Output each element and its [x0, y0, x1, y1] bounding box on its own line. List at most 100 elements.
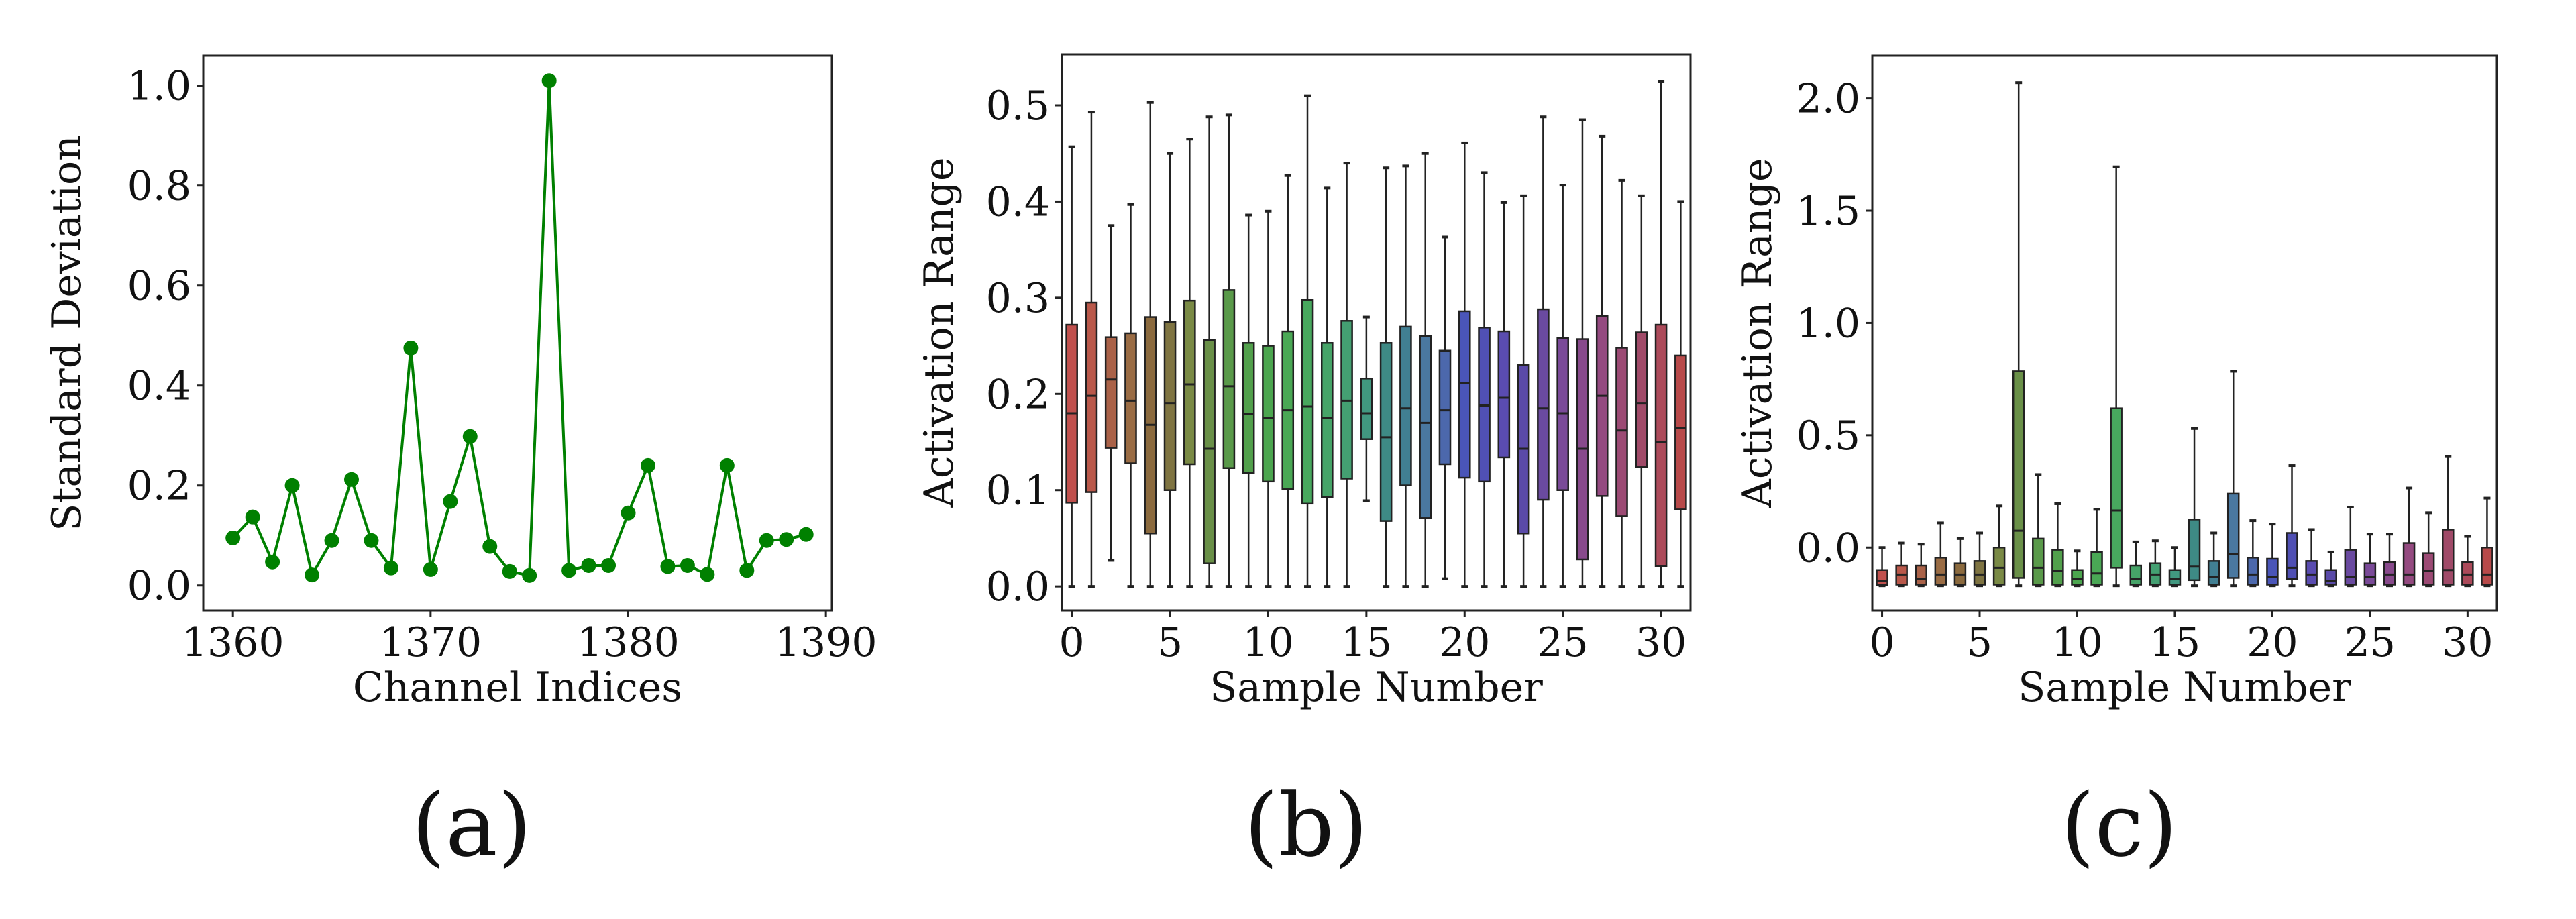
box-18	[1419, 152, 1432, 588]
x-tick-label: 5	[1157, 619, 1183, 666]
box-14	[2149, 539, 2162, 588]
data-point	[364, 533, 379, 548]
y-tick-label: 1.0	[1796, 300, 1860, 347]
y-axis-label: Standard Deviation	[44, 135, 91, 531]
box-21	[2286, 464, 2298, 588]
x-tick-label: 0	[1059, 619, 1085, 666]
data-point	[601, 557, 616, 573]
box-7	[2012, 81, 2025, 588]
box-5	[1973, 531, 1986, 588]
box-body	[1992, 547, 2006, 586]
box-body	[1458, 310, 1471, 479]
box-7	[1203, 115, 1216, 588]
box-body	[1438, 349, 1452, 466]
y-tick-label: 0.5	[1796, 413, 1860, 460]
box-body	[1222, 289, 1236, 469]
chart-b: 0 5 10 15 20 25 30 0.0 0.1 0.2 0.3 0.4 0.5 Sample Num…	[916, 53, 1692, 711]
box-1	[1085, 111, 1098, 588]
data-point	[225, 530, 241, 545]
box-23	[2324, 550, 2337, 588]
box-16	[1379, 166, 1393, 588]
x-tick-label: 10	[1242, 619, 1293, 666]
y-tick-label: 0.8	[127, 163, 191, 210]
chart-a: 1360 1370 1380 1390 0.0 0.2 0.4 0.6 0.8 1.0 Channe…	[44, 54, 877, 711]
box-29	[2442, 455, 2455, 588]
axes-frame	[1871, 54, 2498, 612]
data-point	[265, 554, 280, 570]
box-body	[2344, 549, 2357, 586]
x-tick-label: 5	[1967, 619, 1992, 666]
data-point	[719, 457, 735, 473]
box-2	[1915, 543, 1927, 588]
box-body	[1262, 345, 1275, 483]
box-body	[1124, 332, 1137, 464]
box-29	[1635, 194, 1648, 588]
box-body	[2226, 492, 2240, 579]
x-tick-label: 1370	[380, 619, 482, 666]
box-body	[2129, 564, 2143, 586]
box-0	[1876, 546, 1888, 588]
box-body	[2481, 547, 2493, 586]
box-11	[2090, 508, 2103, 588]
box-26	[1576, 118, 1589, 588]
y-tick-label: 0.0	[1796, 525, 1860, 572]
box-body	[2168, 569, 2182, 586]
box-body	[2442, 529, 2455, 586]
box-body	[1654, 323, 1668, 567]
box-body	[2324, 569, 2337, 586]
x-tick-label: 20	[2247, 619, 2298, 666]
data-point	[779, 532, 794, 547]
data-point	[700, 567, 715, 582]
box-body	[1203, 339, 1216, 564]
box-17	[1399, 164, 1412, 588]
box-4	[1953, 537, 1967, 588]
box-body	[2422, 552, 2435, 586]
box-12	[2110, 165, 2123, 588]
data-point	[660, 559, 676, 574]
box-10	[1262, 209, 1275, 588]
box-body	[1674, 354, 1687, 510]
box-11	[1281, 174, 1295, 588]
box-31	[2481, 496, 2493, 588]
box-body	[2032, 537, 2045, 586]
series-line	[231, 80, 807, 579]
data-point	[561, 563, 577, 578]
data-point	[581, 557, 596, 573]
box-10	[2071, 549, 2084, 588]
box-body	[1242, 342, 1255, 474]
y-tick-label: 0.0	[986, 563, 1050, 610]
box-body	[1320, 342, 1334, 498]
box-8	[1222, 113, 1236, 588]
y-tick-label: 0.2	[127, 463, 191, 510]
box-9	[2051, 502, 2064, 588]
box-25	[1556, 184, 1569, 588]
box-0	[1065, 145, 1078, 588]
box-body	[2266, 557, 2279, 586]
x-tick-label: 20	[1439, 619, 1490, 666]
x-axis-label: Channel Indices	[353, 664, 682, 711]
x-tick-label: 15	[2149, 619, 2200, 666]
box-body	[1104, 336, 1118, 449]
box-body	[2090, 551, 2103, 586]
box-6	[1183, 138, 1196, 588]
data-point	[443, 494, 458, 509]
box-31	[1674, 200, 1687, 588]
box-4	[1144, 101, 1157, 588]
box-17	[2207, 531, 2220, 588]
box-body	[1615, 347, 1628, 517]
box-19	[2247, 519, 2259, 588]
data-point	[305, 567, 320, 583]
box-body	[2051, 549, 2064, 586]
y-tick-label: 0.1	[986, 468, 1050, 515]
box-body	[2110, 407, 2123, 569]
box-9	[1242, 213, 1255, 588]
box-body	[1497, 330, 1511, 459]
box-body	[2071, 569, 2084, 586]
box-body	[1379, 342, 1393, 522]
data-point	[502, 563, 517, 579]
box-body	[2188, 519, 2201, 582]
box-24	[1537, 115, 1550, 588]
box-6	[1992, 504, 2006, 588]
y-tick-label: 0.6	[127, 263, 191, 310]
